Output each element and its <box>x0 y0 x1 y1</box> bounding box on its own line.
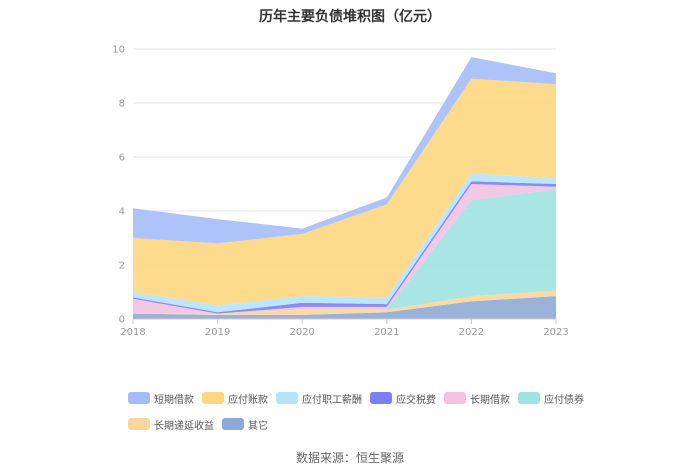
legend-item[interactable]: 短期借款 <box>128 391 194 406</box>
legend-swatch <box>276 392 298 404</box>
legend-label: 应付债券 <box>544 394 584 406</box>
area-series-7 <box>133 57 556 244</box>
legend-item[interactable]: 应付债券 <box>518 391 584 406</box>
source-text: 数据来源：恒生聚源 <box>295 451 404 465</box>
x-tick-label: 2018 <box>120 327 145 338</box>
y-tick-label: 0 <box>119 315 125 326</box>
x-tick-label: 2022 <box>459 327 484 338</box>
area-series-2 <box>133 189 556 314</box>
legend-swatch <box>128 418 150 430</box>
y-tick-label: 2 <box>119 261 125 272</box>
legend-swatch <box>222 418 244 430</box>
legend-item[interactable]: 应交税费 <box>370 391 436 406</box>
legend-item[interactable]: 其它 <box>222 417 268 432</box>
legend-swatch <box>370 392 392 404</box>
legend-swatch <box>202 392 224 404</box>
area-series-3 <box>133 184 556 314</box>
chart-title: 历年主要负债堆积图（亿元） <box>259 9 441 25</box>
legend-label: 应付账款 <box>228 394 268 406</box>
legend-swatch <box>128 392 150 404</box>
legend: 短期借款 应付账款 应付职工薪酬 应交税费 长期借款 应付债券长期递延收益 其它 <box>128 389 598 441</box>
legend-swatch <box>518 392 540 404</box>
legend-label: 应付职工薪酬 <box>302 394 362 406</box>
legend-item[interactable]: 长期借款 <box>444 391 510 406</box>
legend-label: 其它 <box>248 420 268 432</box>
y-tick-label: 8 <box>119 99 125 110</box>
legend-label: 长期递延收益 <box>154 420 214 432</box>
y-tick-label: 4 <box>119 207 125 218</box>
area-series <box>133 57 556 319</box>
axes: 0 2 4 6 8 10 2018 2019 2020 2021 2022 2023 <box>112 45 568 339</box>
legend-label: 应交税费 <box>396 394 436 406</box>
y-tick-label: 10 <box>112 45 125 56</box>
legend-item[interactable]: 应付账款 <box>202 391 268 406</box>
legend-label: 长期借款 <box>470 394 510 406</box>
area-series-0 <box>133 296 556 319</box>
legend-label: 短期借款 <box>154 394 194 406</box>
y-tick-label: 6 <box>119 153 125 164</box>
x-tick-label: 2019 <box>205 327 230 338</box>
x-tick-label: 2021 <box>374 327 399 338</box>
area-series-6 <box>133 78 556 306</box>
x-tick-label: 2023 <box>543 327 568 338</box>
legend-item[interactable]: 应付职工薪酬 <box>276 391 362 406</box>
area-series-5 <box>133 173 556 313</box>
legend-item[interactable]: 长期递延收益 <box>128 417 214 432</box>
area-series-4 <box>133 181 556 314</box>
legend-swatch <box>444 392 466 404</box>
stacked-area-chart: 0 2 4 6 8 10 2018 2019 2020 2021 2022 2023 <box>112 45 568 339</box>
x-tick-label: 2020 <box>289 327 314 338</box>
area-series-1 <box>133 290 556 315</box>
